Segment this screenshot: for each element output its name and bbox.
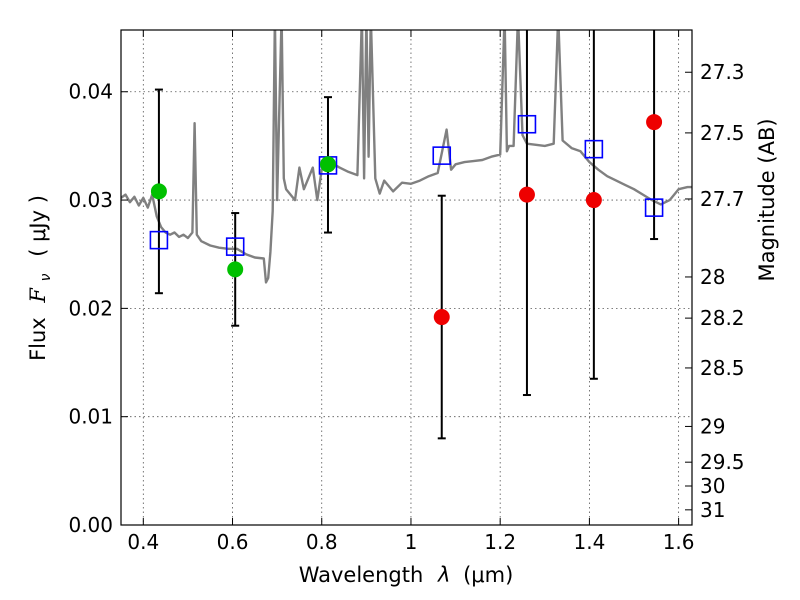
- y2-tick-label: 31: [700, 498, 725, 522]
- model-photometry-square: [432, 146, 452, 165]
- y2-tick-label: 28.5: [700, 356, 745, 380]
- model-photometry-square: [225, 237, 245, 256]
- y2-tick-label: 27.5: [700, 121, 745, 145]
- x-tick-label: 1.2: [484, 530, 516, 554]
- x-tick-label: 1.4: [573, 530, 605, 554]
- y2-tick-label: 29: [700, 414, 725, 438]
- plot-frame: [120, 29, 693, 526]
- model-photometry-square: [644, 198, 664, 217]
- model-spectrum-line: [121, 30, 692, 284]
- y2-axis-label: Magnitude (AB): [755, 118, 779, 281]
- x-tick-label: 0.4: [127, 530, 159, 554]
- y2-tick-label: 27.3: [700, 60, 745, 84]
- grid: [121, 30, 692, 525]
- x-axis-label-text: Wavelength: [299, 563, 424, 587]
- y-axis-label-subscript: ν: [38, 273, 54, 281]
- x-tick-label: 1.6: [663, 530, 695, 554]
- detection-point: [227, 261, 244, 278]
- measurement-point: [585, 192, 602, 209]
- x-axis-label-unit: (μm): [463, 563, 513, 587]
- measurement-point: [518, 186, 535, 203]
- y2-tick-label: 28: [700, 265, 725, 289]
- detection-point: [150, 183, 167, 200]
- x-tick-label: 1: [405, 530, 418, 554]
- measurement-point: [433, 309, 450, 326]
- y-tick-label: 0.03: [68, 188, 113, 212]
- y2-tick-label: 27.7: [700, 187, 745, 211]
- x-tick-label: 0.8: [306, 530, 338, 554]
- plot-area: [121, 30, 692, 440]
- y-tick-label: 0.04: [68, 80, 113, 104]
- axes: 0.4 0.6 0.8 1 1.2 1.4 1.6 0.00 0.01 0.02 0.03 0.04 2…: [68, 30, 745, 554]
- y-tick-label: 0.00: [68, 513, 113, 537]
- x-axis-label: Wavelength λ (μm): [299, 563, 514, 587]
- measurement-point: [646, 114, 663, 131]
- y2-tick-label: 30: [700, 474, 725, 498]
- x-tick-label: 0.6: [217, 530, 249, 554]
- model-photometry-square: [584, 139, 604, 159]
- y2-tick-label: 29.5: [700, 450, 745, 474]
- y-axis-label-unit: ( μJy ): [26, 195, 50, 257]
- detection-point: [319, 156, 336, 173]
- y-axis-label-text: Flux: [26, 317, 50, 361]
- y-axis-label-symbol: F: [26, 287, 50, 304]
- x-axis-label-symbol: λ: [437, 563, 450, 587]
- model-photometry-square: [149, 230, 169, 250]
- y-tick-label: 0.02: [68, 296, 113, 320]
- model-photometry-square: [517, 114, 537, 134]
- y2-tick-label: 28.2: [700, 306, 745, 330]
- y-axis-label: Flux F ν ( μJy ): [26, 195, 55, 361]
- y-tick-label: 0.01: [68, 405, 113, 429]
